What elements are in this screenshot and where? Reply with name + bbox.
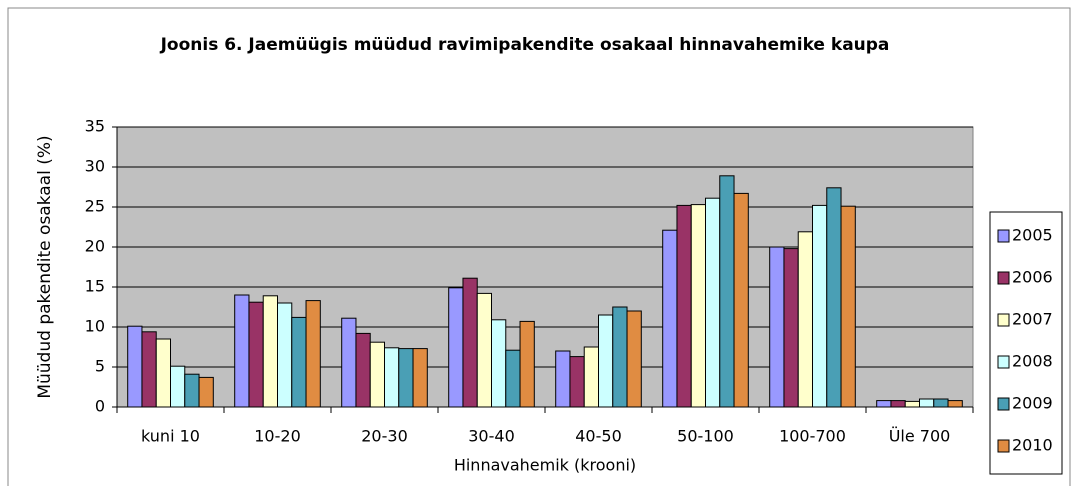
legend-label: 2009 bbox=[1012, 394, 1053, 413]
legend-swatch bbox=[997, 397, 1010, 411]
x-tick-label: 30-40 bbox=[468, 427, 515, 446]
bar bbox=[476, 292, 493, 408]
bar bbox=[448, 287, 464, 408]
bar bbox=[412, 348, 428, 408]
y-tick-label: 0 bbox=[95, 397, 105, 416]
bar bbox=[141, 331, 157, 408]
bar bbox=[769, 246, 785, 408]
bar bbox=[612, 306, 628, 408]
bar bbox=[783, 248, 799, 408]
legend-swatch bbox=[997, 271, 1010, 285]
bar bbox=[555, 350, 571, 408]
bar bbox=[505, 349, 521, 408]
legend-label: 2005 bbox=[1012, 226, 1053, 245]
bar bbox=[127, 325, 143, 408]
bar bbox=[184, 373, 200, 408]
bar bbox=[840, 205, 856, 408]
legend-swatch bbox=[997, 229, 1010, 243]
legend-swatch bbox=[997, 439, 1010, 453]
bar bbox=[519, 320, 535, 408]
bar bbox=[277, 302, 293, 408]
bar bbox=[462, 277, 478, 408]
bar bbox=[369, 341, 386, 408]
bar bbox=[384, 347, 400, 408]
bar bbox=[248, 301, 264, 408]
legend-label: 2008 bbox=[1012, 352, 1053, 371]
y-axis-label: Müüdud pakendite osakaal (%) bbox=[35, 135, 55, 398]
bar bbox=[262, 295, 279, 408]
legend-swatch bbox=[997, 355, 1010, 369]
legend-swatch bbox=[997, 313, 1010, 327]
bar bbox=[733, 192, 749, 408]
bar bbox=[234, 294, 250, 408]
bar bbox=[919, 398, 935, 408]
bar bbox=[705, 197, 721, 408]
y-tick-label: 30 bbox=[85, 157, 105, 176]
bar bbox=[662, 229, 678, 408]
bar bbox=[676, 204, 692, 408]
x-tick-label: kuni 10 bbox=[141, 427, 200, 446]
bar bbox=[933, 398, 949, 408]
x-tick-label: 50-100 bbox=[677, 427, 734, 446]
x-tick-label: Üle 700 bbox=[889, 427, 951, 446]
bar bbox=[904, 400, 921, 408]
bar bbox=[812, 204, 828, 408]
bar bbox=[826, 187, 842, 408]
x-tick-label: 100-700 bbox=[779, 427, 846, 446]
bar bbox=[170, 365, 186, 408]
legend-label: 2006 bbox=[1012, 268, 1053, 287]
bar bbox=[690, 204, 707, 408]
bar bbox=[305, 300, 321, 408]
bar bbox=[198, 376, 214, 408]
x-tick-label: 40-50 bbox=[575, 427, 622, 446]
y-tick-label: 35 bbox=[85, 117, 105, 136]
bar bbox=[890, 400, 906, 408]
x-axis-label: Hinnavahemik (krooni) bbox=[454, 456, 636, 475]
y-tick-label: 20 bbox=[85, 237, 105, 256]
legend-label: 2007 bbox=[1012, 310, 1053, 329]
bar bbox=[947, 400, 963, 408]
bar bbox=[569, 356, 585, 408]
bar bbox=[491, 319, 507, 408]
bar bbox=[626, 310, 642, 408]
bar bbox=[291, 316, 307, 408]
legend-label: 2010 bbox=[1012, 436, 1053, 455]
bar bbox=[598, 314, 614, 408]
bar bbox=[155, 338, 172, 408]
bar bbox=[719, 175, 735, 408]
x-tick-label: 20-30 bbox=[361, 427, 408, 446]
chart-title: Joonis 6. Jaemüügis müüdud ravimipakendi… bbox=[160, 35, 890, 55]
y-tick-label: 5 bbox=[95, 357, 105, 376]
y-tick-label: 15 bbox=[85, 277, 105, 296]
y-tick-label: 10 bbox=[85, 317, 105, 336]
bar bbox=[876, 400, 892, 408]
bar bbox=[583, 346, 600, 408]
y-tick-label: 25 bbox=[85, 197, 105, 216]
bar bbox=[797, 231, 814, 408]
legend-box bbox=[989, 211, 1063, 475]
bar bbox=[398, 348, 414, 408]
bar bbox=[355, 332, 371, 408]
x-tick-label: 10-20 bbox=[254, 427, 301, 446]
bar bbox=[341, 317, 357, 408]
